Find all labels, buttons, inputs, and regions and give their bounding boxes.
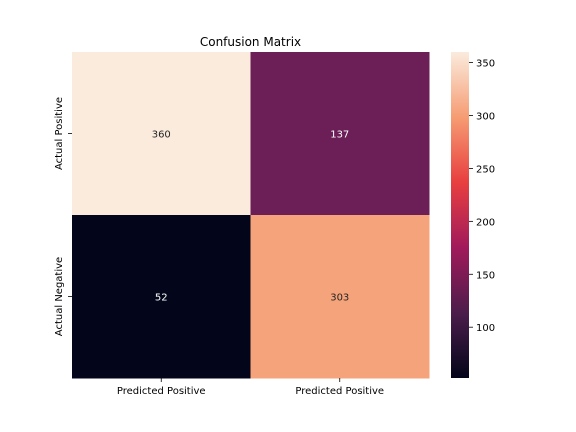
colorbar-ticks: 100 150 200 250 300 350: [469, 59, 495, 334]
x-tick-label: Predicted Positive: [117, 386, 206, 397]
heatmap-cell-labels: 360 137 52 303: [152, 130, 350, 304]
heatmap-cells: [72, 52, 430, 379]
heatmap-cell: [250, 215, 430, 379]
y-axis: Actual Positive Actual Negative: [54, 97, 72, 336]
y-tick-label: Actual Positive: [54, 97, 65, 170]
colorbar-tick-label: 200: [476, 217, 495, 228]
colorbar-tick-label: 100: [476, 323, 495, 334]
colorbar-tick-label: 250: [476, 164, 495, 175]
x-tick-label: Predicted Positive: [295, 386, 384, 397]
cell-value-label: 303: [330, 293, 349, 304]
colorbar-gradient: [451, 52, 469, 378]
cell-value-label: 137: [330, 130, 349, 141]
heatmap-cell: [72, 52, 251, 216]
chart-title: Confusion Matrix: [200, 35, 301, 49]
heatmap-cell: [72, 215, 251, 379]
y-tick-label: Actual Negative: [54, 257, 65, 336]
colorbar-tick-label: 350: [476, 59, 495, 70]
colorbar-tick-label: 300: [476, 112, 495, 123]
heatmap-cell: [250, 52, 430, 216]
cell-value-label: 52: [155, 293, 168, 304]
colorbar: 100 150 200 250 300 350: [451, 52, 495, 378]
cell-value-label: 360: [152, 130, 171, 141]
colorbar-tick-label: 150: [476, 270, 495, 281]
x-axis: Predicted Positive Predicted Positive: [117, 378, 384, 397]
